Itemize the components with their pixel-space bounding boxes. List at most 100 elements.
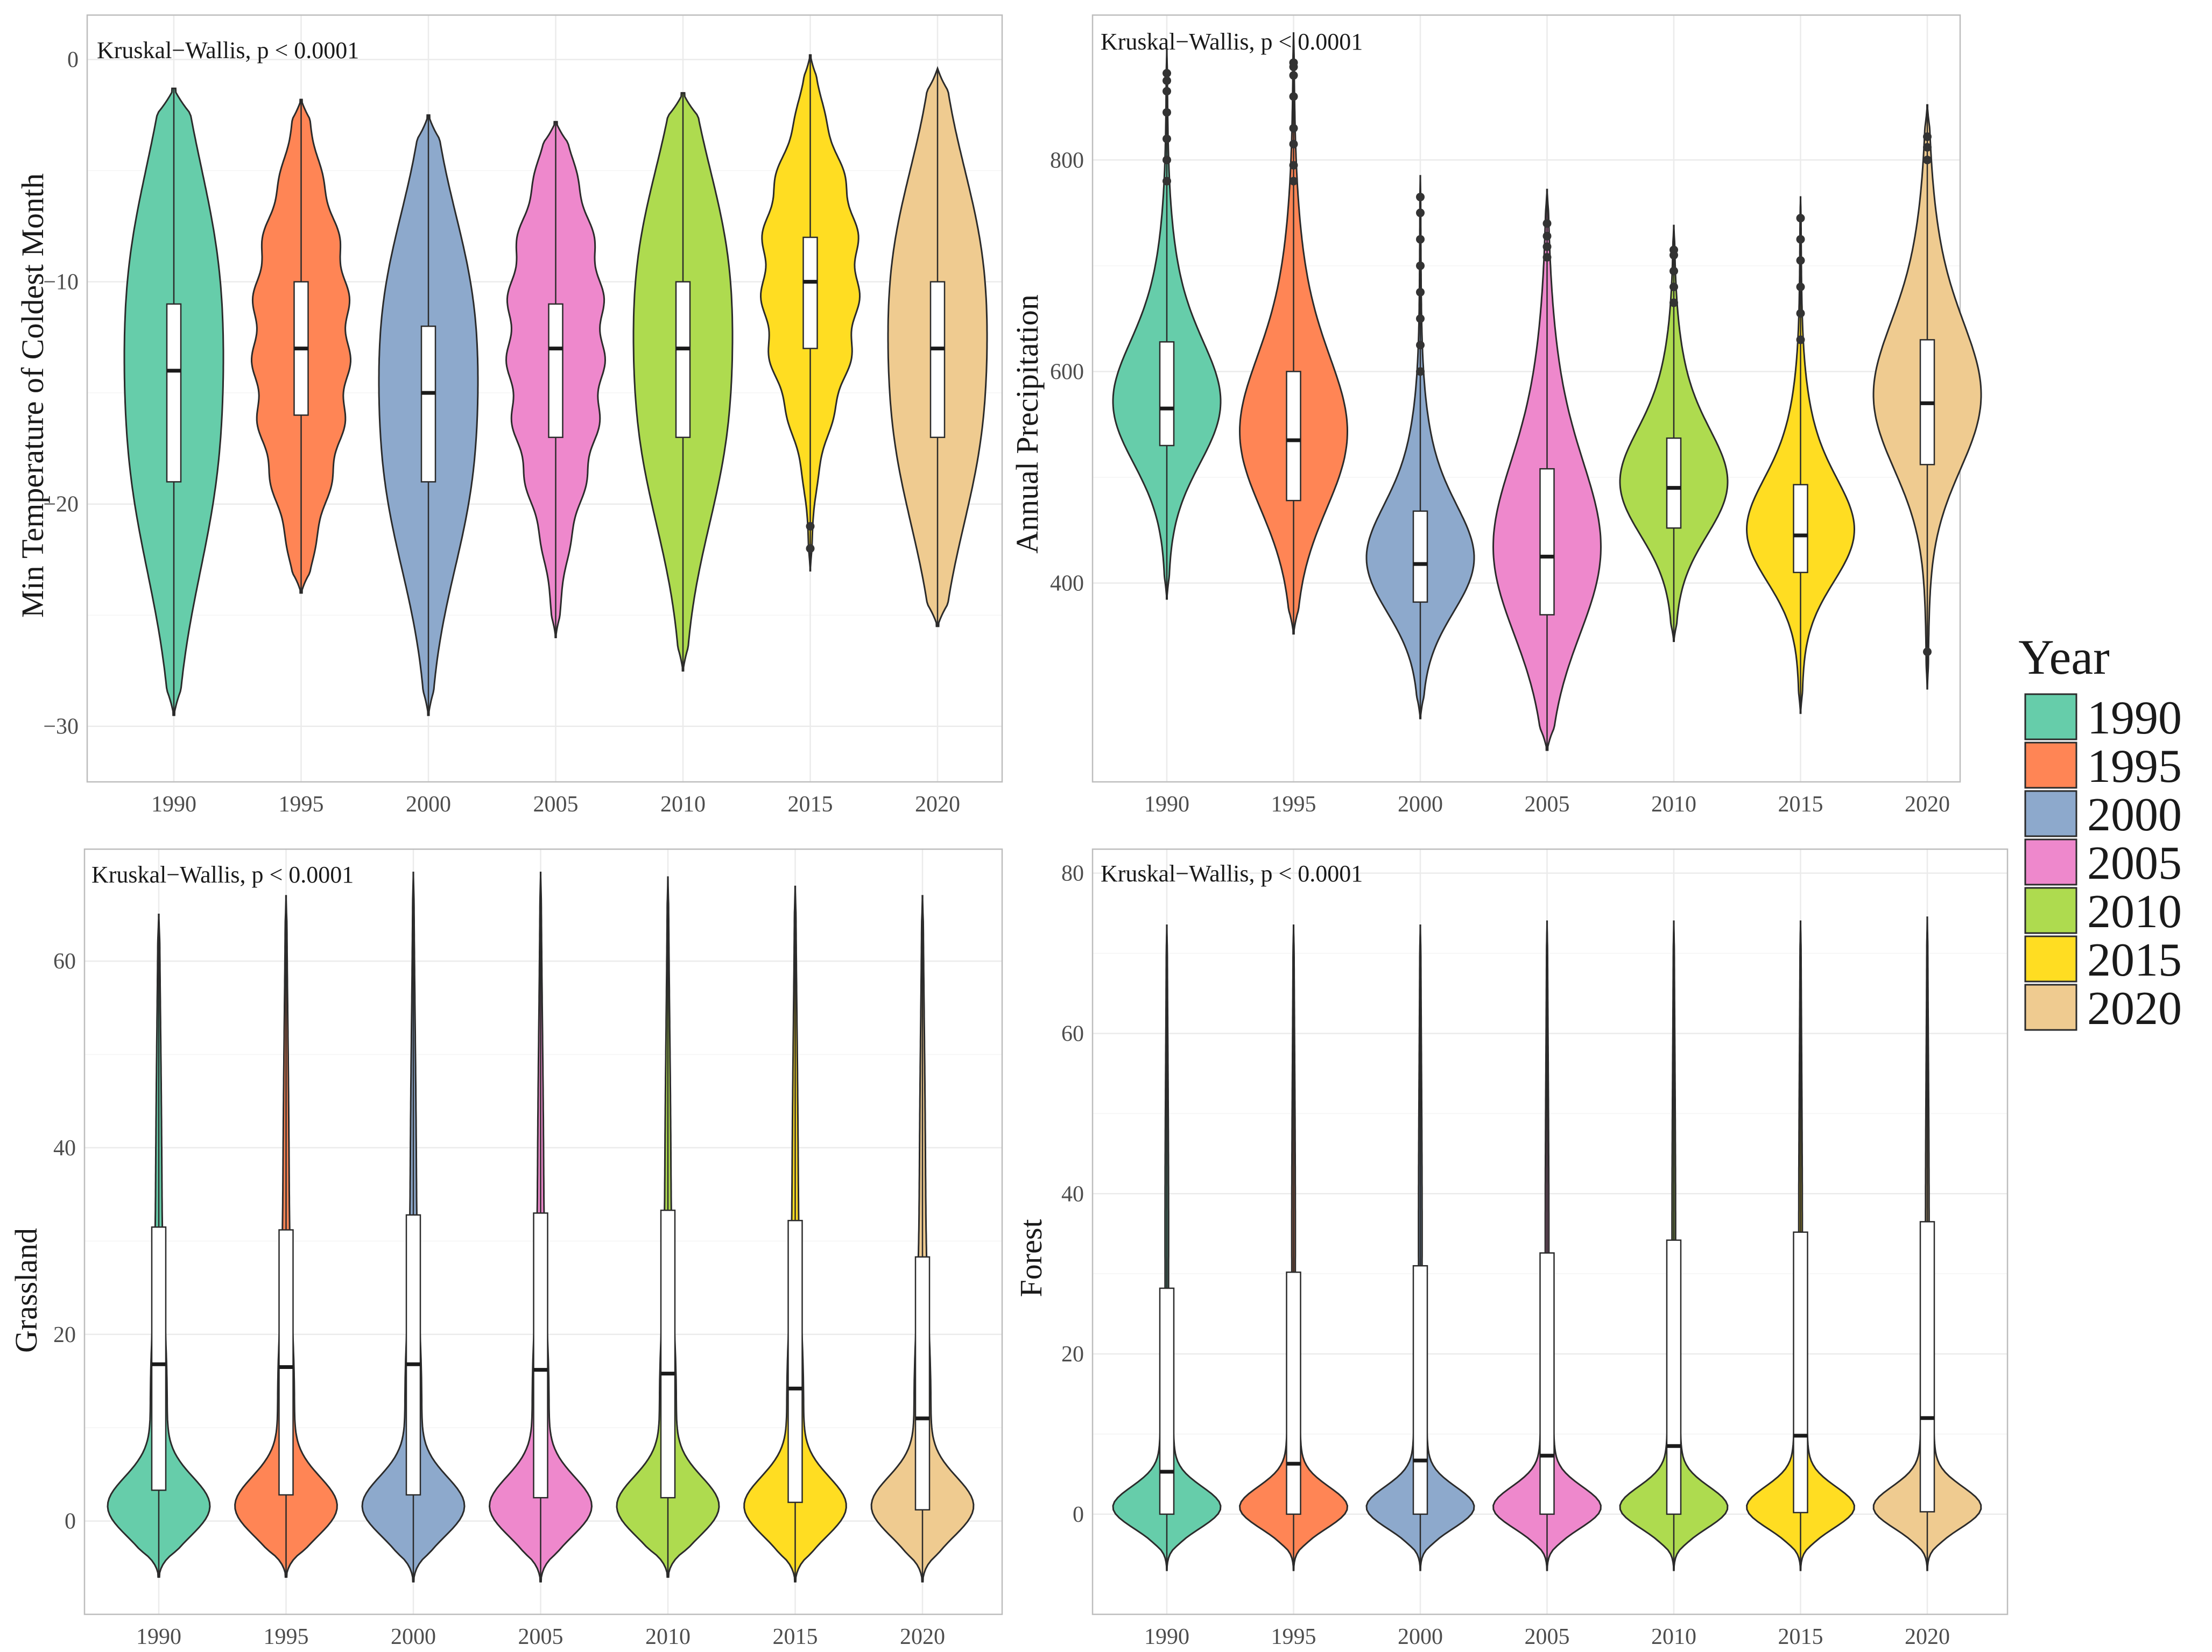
y-tick-label: −30 [43, 715, 79, 739]
outlier-2020 [1923, 143, 1932, 152]
x-tick-label: 2000 [1398, 1625, 1443, 1649]
legend-label-2020: 2020 [2087, 983, 2182, 1035]
panel-border [1091, 848, 2009, 1615]
y-tick-label: 40 [1061, 1182, 1084, 1206]
legend-swatch-2020 [2024, 984, 2077, 1031]
panel-min-temperature: Kruskal−Wallis, p < 0.0001 Min Temperatu… [15, 14, 1003, 817]
x-tick-label: 1995 [264, 1625, 309, 1649]
y-tick-label: 60 [53, 949, 76, 974]
outlier-2000 [1416, 367, 1425, 376]
outlier-1990 [1163, 108, 1171, 117]
panel-forest-ylabel: Forest [1013, 1219, 1048, 1297]
x-tick-label: 1995 [1271, 792, 1316, 817]
outlier-1990 [1163, 87, 1171, 96]
legend-swatch-2010 [2024, 887, 2077, 934]
box-1995 [278, 1229, 294, 1496]
box-2015 [802, 236, 818, 349]
box-1995 [1286, 371, 1301, 502]
y-tick-label: 400 [1050, 571, 1084, 596]
legend-label-2010: 2010 [2087, 886, 2182, 938]
outlier-1990 [1163, 134, 1171, 143]
box-2000 [1412, 510, 1428, 603]
x-tick-label: 2020 [1905, 792, 1950, 817]
x-tick-label: 1995 [279, 792, 324, 817]
outlier-2000 [1416, 261, 1425, 270]
x-tick-label: 2010 [660, 792, 706, 817]
legend-label-2000: 2000 [2087, 789, 2182, 841]
outlier-2015 [1796, 214, 1805, 223]
panel-min-temperature-ylabel: Min Temperature of Coldest Month [15, 173, 50, 618]
box-2010 [1666, 437, 1682, 529]
x-tick-label: 1990 [1144, 792, 1189, 817]
outlier-1990 [1163, 156, 1171, 165]
panel-annual-precipitation-annotation: Kruskal−Wallis, p < 0.0001 [1101, 29, 1363, 55]
x-tick-label: 2015 [1778, 1625, 1823, 1649]
box-2020 [914, 1256, 931, 1511]
outlier-2020 [1923, 132, 1932, 142]
legend-swatch-2000 [2024, 790, 2077, 837]
y-tick-label: 0 [67, 48, 79, 73]
box-1995 [1286, 1271, 1301, 1515]
legend-swatch-1990 [2024, 693, 2077, 740]
outlier-2010 [1669, 266, 1678, 276]
box-2005 [548, 303, 563, 439]
x-tick-label: 2010 [645, 1625, 691, 1649]
y-tick-label: 60 [1061, 1021, 1084, 1046]
outlier-1995 [1289, 177, 1298, 186]
x-tick-label: 2015 [788, 792, 833, 817]
box-2015 [787, 1219, 803, 1503]
panel-annual-precipitation-ylabel: Annual Precipitation [1010, 294, 1045, 554]
panel-min-temperature-annotation: Kruskal−Wallis, p < 0.0001 [97, 37, 359, 63]
x-tick-label: 2020 [915, 792, 960, 817]
outlier-1995 [1289, 161, 1298, 170]
x-tick-label: 2015 [1778, 792, 1823, 817]
outlier-2010 [1669, 283, 1678, 292]
x-tick-label: 2000 [406, 792, 451, 817]
x-tick-label: 2010 [1651, 792, 1696, 817]
outlier-2015 [1796, 309, 1805, 318]
x-tick-label: 1990 [136, 1625, 181, 1649]
panel-border [86, 14, 1003, 783]
box-2000 [1412, 1265, 1428, 1515]
legend-swatch-2005 [2024, 838, 2077, 886]
box-2010 [1666, 1239, 1682, 1515]
outlier-2000 [1416, 287, 1425, 296]
x-tick-label: 2005 [1525, 792, 1570, 817]
box-2005 [533, 1212, 548, 1499]
legend-swatch-2015 [2024, 935, 2077, 983]
box-2000 [420, 326, 436, 483]
outlier-2000 [1416, 235, 1425, 244]
y-tick-label: 80 [1061, 862, 1084, 886]
x-tick-label: 2020 [900, 1625, 945, 1649]
x-tick-label: 1995 [1271, 1625, 1316, 1649]
panel-grassland-annotation: Kruskal−Wallis, p < 0.0001 [91, 862, 354, 888]
panel-border [83, 848, 1003, 1615]
outlier-2005 [1542, 242, 1552, 251]
box-2015 [1793, 484, 1808, 574]
y-tick-label: 20 [53, 1323, 76, 1347]
box-2020 [1919, 1221, 1935, 1513]
outlier-1990 [1163, 177, 1171, 186]
x-tick-label: 1990 [151, 792, 196, 817]
box-2010 [660, 1209, 676, 1499]
box-2005 [1539, 468, 1555, 616]
outlier-2010 [1669, 298, 1678, 307]
y-tick-label: 600 [1050, 359, 1084, 384]
y-tick-label: 0 [1073, 1502, 1084, 1527]
outlier-2015 [1796, 256, 1805, 265]
panel-forest-annotation: Kruskal−Wallis, p < 0.0001 [1101, 860, 1363, 887]
outlier-2010 [1669, 245, 1678, 255]
x-tick-label: 2015 [773, 1625, 818, 1649]
legend-label-1995: 1995 [2087, 740, 2182, 793]
y-tick-label: 20 [1061, 1342, 1084, 1367]
y-tick-label: −20 [43, 492, 79, 517]
box-2020 [929, 281, 946, 439]
outlier-2000 [1416, 341, 1425, 350]
panel-grassland: Kruskal−Wallis, p < 0.0001 Grassland 0 20… [9, 848, 1003, 1649]
outlier-2015 [1796, 283, 1805, 292]
box-1990 [151, 1226, 167, 1491]
outlier-2005 [1542, 231, 1552, 241]
outlier-2000 [1416, 208, 1425, 217]
box-2010 [675, 281, 691, 439]
